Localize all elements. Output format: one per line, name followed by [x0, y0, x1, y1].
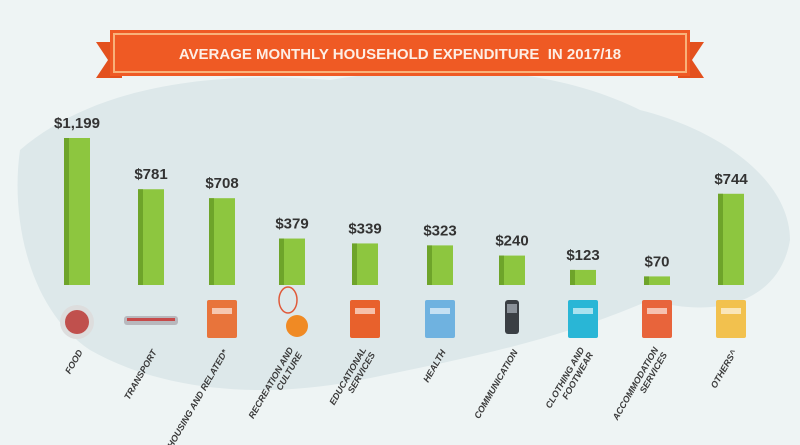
category-label: FOOD: [63, 348, 85, 376]
hospital-icon: [425, 300, 455, 338]
value-label: $781: [134, 166, 167, 183]
bar: [570, 269, 596, 285]
bar-shade: [279, 238, 284, 285]
bar-shade: [64, 138, 69, 285]
value-label: $1,199: [54, 115, 100, 132]
category-label-line: COMMUNICATION: [472, 348, 520, 421]
bar-shade: [570, 269, 575, 285]
value-label: $323: [423, 222, 456, 239]
value-label: $70: [644, 253, 669, 270]
train-icon: [124, 316, 178, 325]
bar-shade: [499, 255, 504, 285]
category-label: OTHERS^: [709, 347, 739, 390]
hotel-icon: [642, 300, 672, 338]
racket-ball-icon: [278, 286, 308, 337]
food-plate-icon: [60, 305, 94, 339]
category-label-line: FOOD: [63, 348, 85, 376]
value-label: $339: [348, 220, 381, 237]
shopping-cart-icon: [716, 300, 746, 338]
books-icon: [350, 300, 380, 338]
bar-shade: [718, 193, 723, 285]
bar-shade: [427, 245, 432, 285]
house-icon: [207, 300, 237, 338]
value-label: $708: [205, 175, 238, 192]
shirt-shoe-icon: [568, 300, 598, 338]
category-label-line: ACCOMMODATION: [610, 345, 661, 423]
title-banner: AVERAGE MONTHLY HOUSEHOLD EXPENDITURE IN…: [96, 30, 704, 78]
value-label: $744: [714, 171, 748, 188]
chart-title: AVERAGE MONTHLY HOUSEHOLD EXPENDITURE IN…: [179, 46, 621, 63]
value-label: $240: [495, 233, 528, 250]
bar-shade: [209, 198, 214, 285]
map-silhouette: [17, 70, 791, 390]
bar: [644, 276, 670, 285]
value-label: $379: [275, 216, 308, 233]
bar-shade: [138, 189, 143, 285]
category-label: COMMUNICATION: [472, 348, 520, 421]
mobile-phone-icon: [505, 300, 519, 334]
value-label: $123: [566, 247, 599, 264]
bar-shade: [644, 276, 649, 285]
category-label-line: OTHERS^: [709, 347, 739, 390]
bar-shade: [352, 243, 357, 285]
